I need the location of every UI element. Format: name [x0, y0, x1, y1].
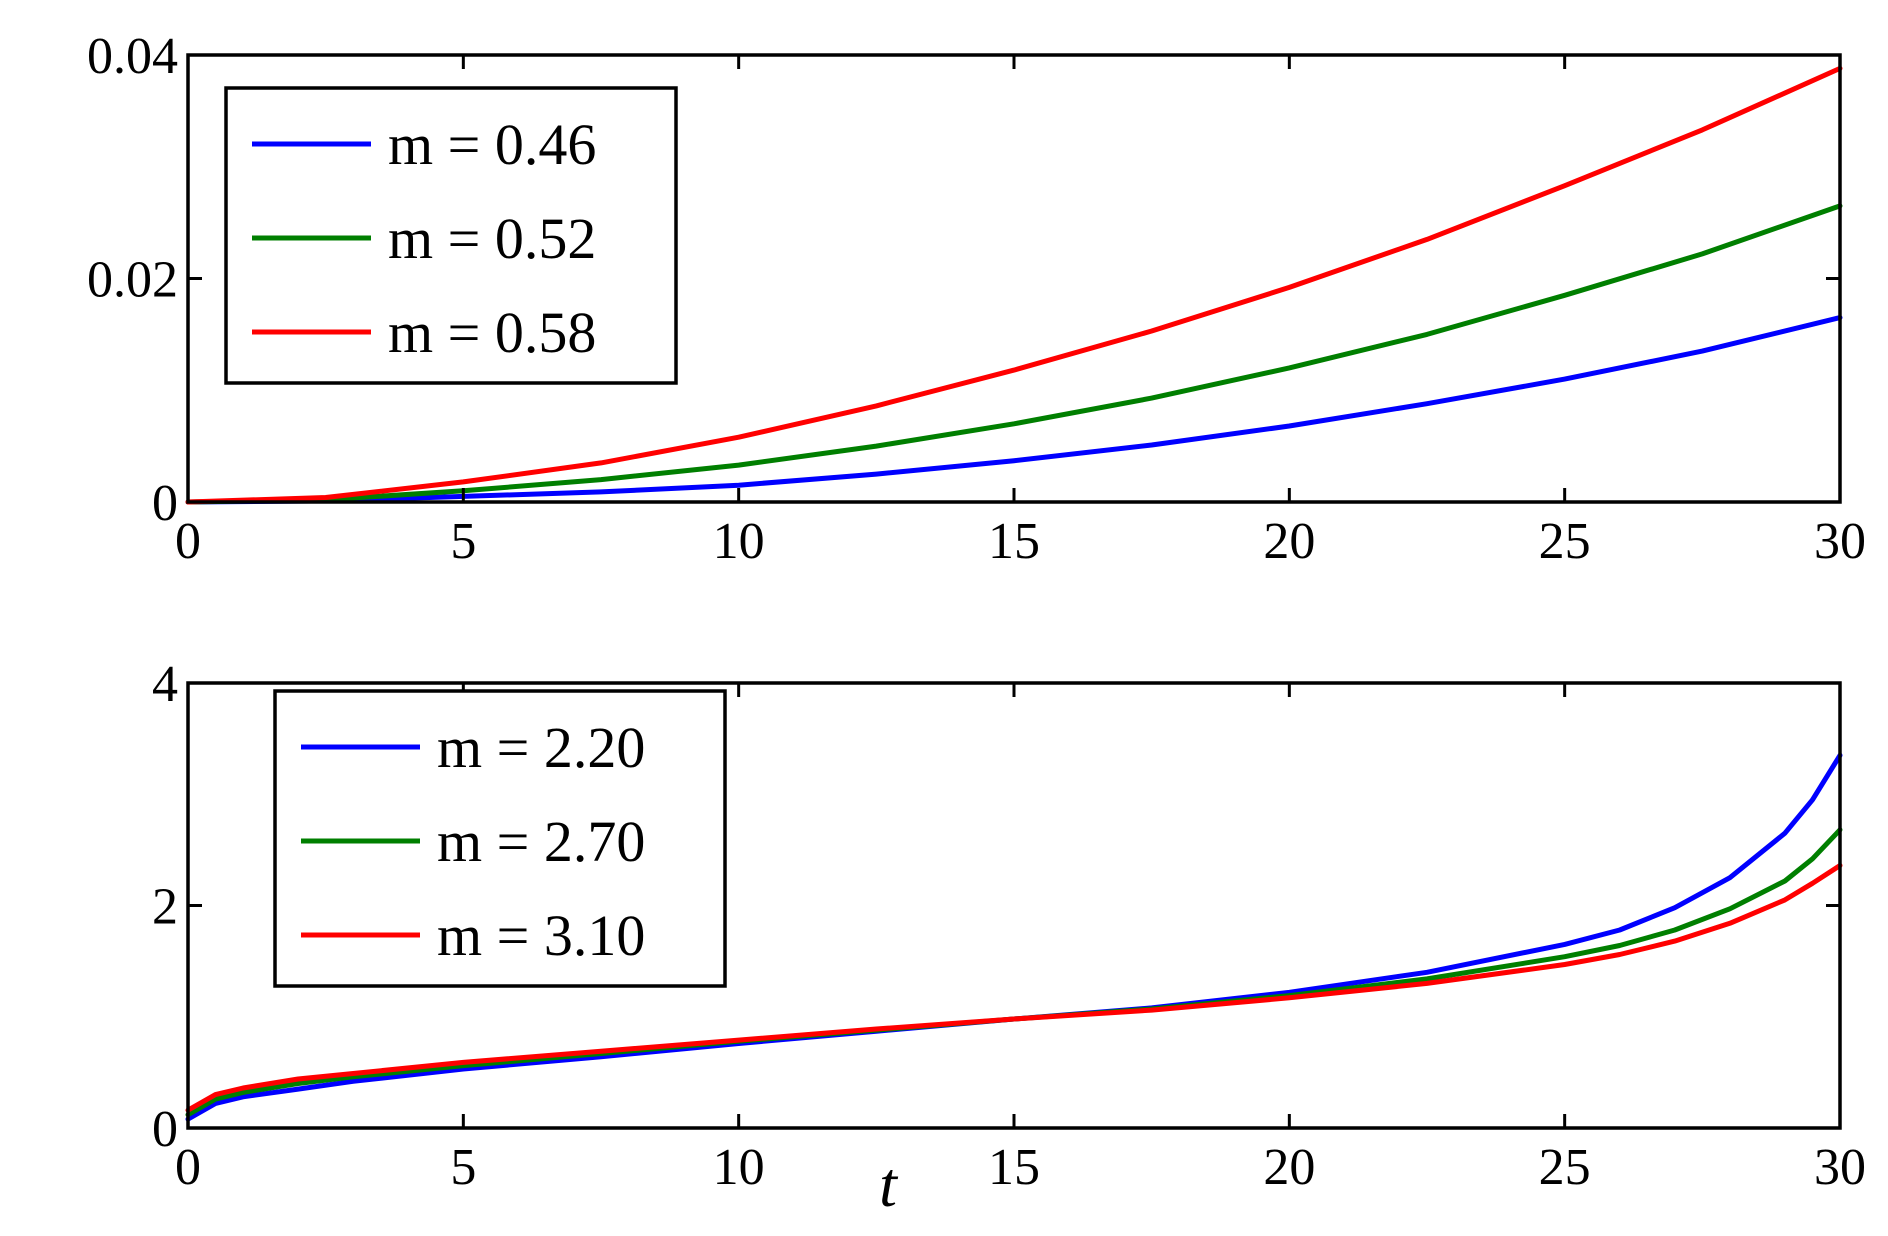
- x-tick-label: 20: [1263, 513, 1315, 570]
- x-tick-label: 0: [175, 513, 201, 570]
- x-tick-label: 10: [713, 513, 765, 570]
- y-tick-label: 0: [152, 1101, 178, 1158]
- y-tick-label: 0.02: [87, 252, 178, 309]
- y-tick-label: 0.04: [87, 28, 178, 85]
- x-tick-label: 30: [1814, 1139, 1866, 1196]
- series-line-3: [185, 65, 1843, 505]
- legend: m = 0.46 m = 0.52 m = 0.58: [224, 86, 678, 385]
- x-tick-label: 15: [988, 513, 1040, 570]
- x-tick-label: 15: [988, 1139, 1040, 1196]
- legend-label: m = 3.10: [437, 903, 645, 968]
- legend-label: m = 0.52: [388, 206, 596, 271]
- x-tick-label: 5: [450, 1139, 476, 1196]
- x-tick-label: 25: [1539, 513, 1591, 570]
- legend-label: m = 2.20: [437, 715, 645, 780]
- y-tick-label: 2: [152, 879, 178, 936]
- x-tick-label: 10: [713, 1139, 765, 1196]
- x-axis-label: t: [879, 1149, 899, 1220]
- x-tick-label: 0: [175, 1139, 201, 1196]
- x-tick-label: 20: [1263, 1139, 1315, 1196]
- x-tick-label: 30: [1814, 513, 1866, 570]
- legend-label: m = 0.46: [388, 112, 596, 177]
- series-line-3: [185, 863, 1843, 1113]
- y-tick-label: 4: [152, 656, 178, 713]
- y-tick-label: 0: [152, 475, 178, 532]
- x-tick-label: 25: [1539, 1139, 1591, 1196]
- chart-panel-2: 0 5 10 15 20 25 30 0 2 4 t m = 2.20 m = 2.70 m = 3.10: [152, 656, 1866, 1220]
- x-tick-label: 5: [450, 513, 476, 570]
- legend-label: m = 2.70: [437, 809, 645, 874]
- legend-label: m = 0.58: [388, 300, 596, 365]
- legend: m = 2.20 m = 2.70 m = 3.10: [273, 689, 727, 988]
